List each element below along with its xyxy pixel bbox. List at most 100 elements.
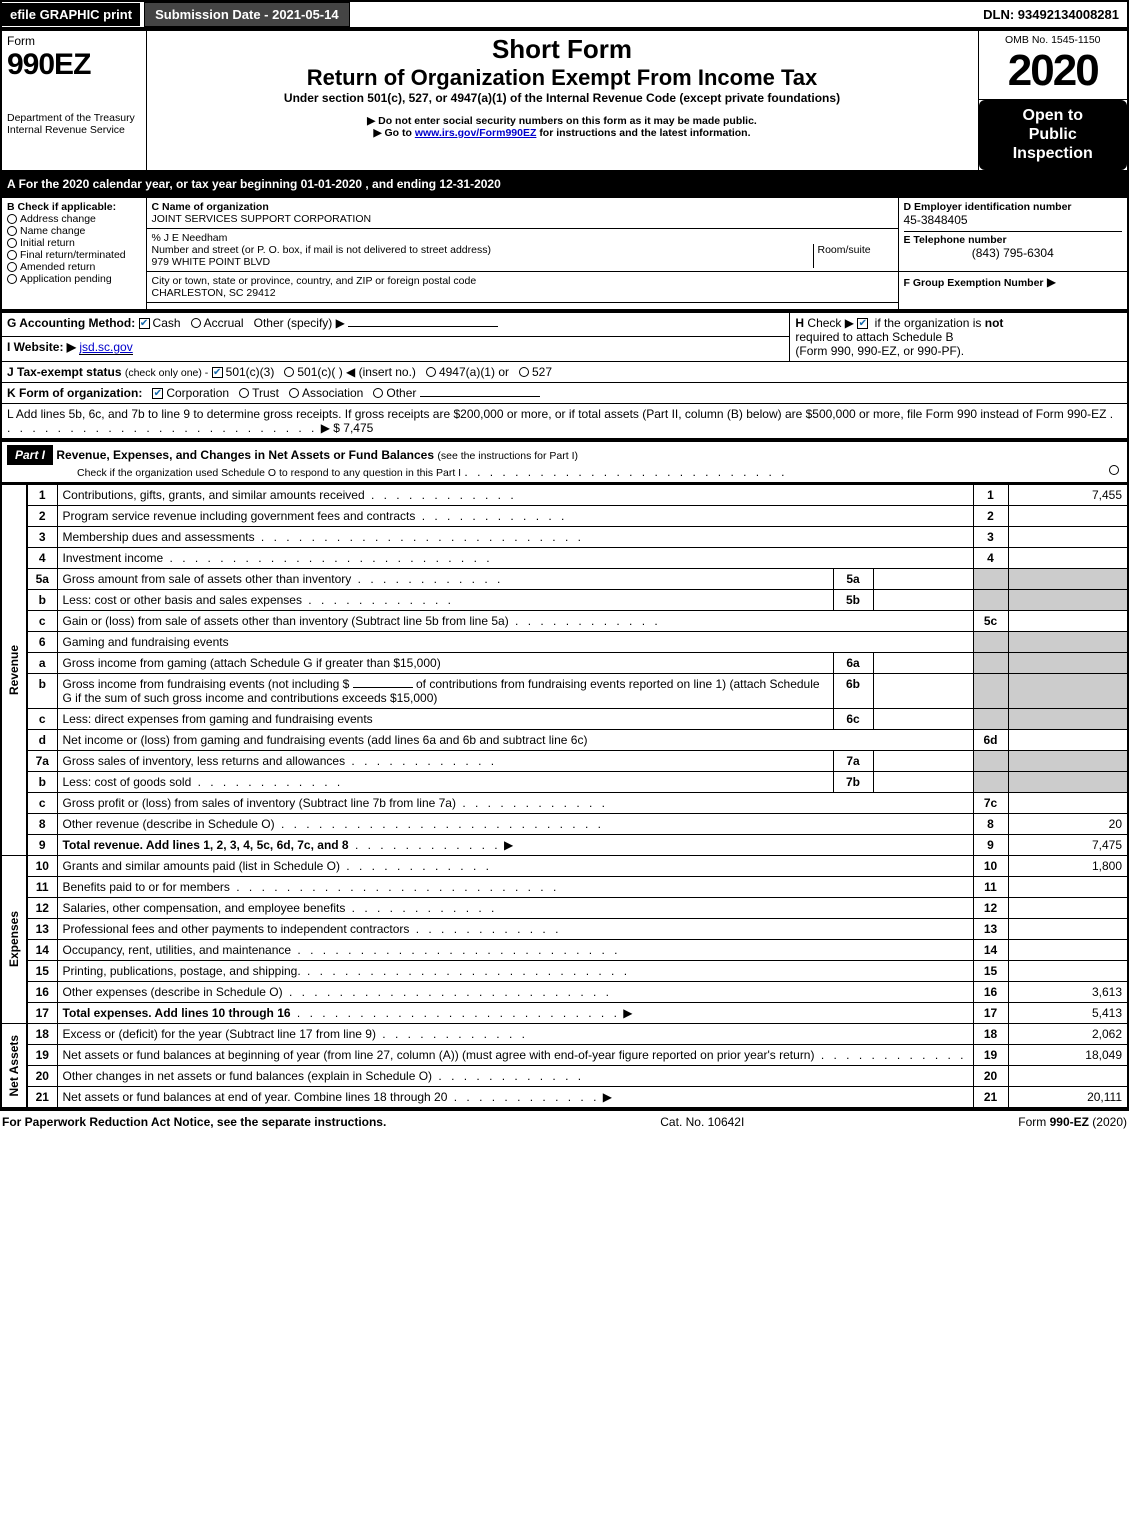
ln5c-amt: [1008, 610, 1128, 631]
chk-address-change[interactable]: [7, 214, 17, 224]
ln1-amt: 7,455: [1008, 484, 1128, 505]
efile-button[interactable]: efile GRAPHIC print: [2, 3, 140, 26]
ln6c-samt: [873, 708, 973, 729]
netassets-label: Net Assets: [1, 1023, 27, 1108]
ln7b-num: b: [27, 771, 57, 792]
ln16-amt: 3,613: [1008, 981, 1128, 1002]
ln6b-box: [973, 673, 1008, 708]
chk-501c3[interactable]: [212, 367, 223, 378]
ln13-desc: Professional fees and other payments to …: [63, 922, 410, 936]
ln8-num: 8: [27, 813, 57, 834]
ln5a-num: 5a: [27, 568, 57, 589]
ln5b-amt: [1008, 589, 1128, 610]
ln14-box: 14: [973, 939, 1008, 960]
ln20-num: 20: [27, 1065, 57, 1086]
ln7a-sb: 7a: [833, 750, 873, 771]
open2: Public: [1029, 126, 1077, 143]
ln16-box: 16: [973, 981, 1008, 1002]
lines-table: Revenue 1 Contributions, gifts, grants, …: [0, 484, 1129, 1109]
ln5a-box: [973, 568, 1008, 589]
warning-text: ▶ Do not enter social security numbers o…: [152, 115, 973, 127]
part1-badge: Part I: [7, 445, 53, 465]
irs-link[interactable]: www.irs.gov/Form990EZ: [415, 127, 537, 139]
ln6c-amt: [1008, 708, 1128, 729]
ln6d-desc: Net income or (loss) from gaming and fun…: [63, 733, 588, 747]
ein-value: 45-3848405: [904, 213, 1123, 227]
j-hint: (check only one) -: [125, 367, 208, 379]
ln5b-samt: [873, 589, 973, 610]
chk-other[interactable]: [373, 388, 383, 398]
dept-irs: Internal Revenue Service: [7, 124, 141, 136]
chk-trust[interactable]: [239, 388, 249, 398]
room-label: Room/suite: [818, 244, 893, 256]
g-cash: Cash: [153, 316, 181, 330]
chk-cash[interactable]: [139, 318, 150, 329]
chk-4947[interactable]: [426, 367, 436, 377]
ln6-box: [973, 631, 1008, 652]
chk-name-change[interactable]: [7, 226, 17, 236]
j-opt3: 4947(a)(1) or: [439, 365, 509, 379]
e-label: E Telephone number: [904, 231, 1123, 246]
section-a: A For the 2020 calendar year, or tax yea…: [0, 172, 1129, 196]
ln7c-box: 7c: [973, 792, 1008, 813]
chk-schedb[interactable]: [857, 318, 868, 329]
k-opt-0: Corporation: [166, 386, 229, 400]
i-label: I Website: ▶: [7, 340, 76, 354]
expenses-label: Expenses: [1, 855, 27, 1023]
chk-schedo[interactable]: [1109, 465, 1119, 475]
ln2-desc: Program service revenue including govern…: [63, 509, 416, 523]
ln7a-samt: [873, 750, 973, 771]
title-main: Return of Organization Exempt From Incom…: [152, 65, 973, 91]
ln7b-samt: [873, 771, 973, 792]
ln6d-box: 6d: [973, 729, 1008, 750]
ln6b-desc1: Gross income from fundraising events (no…: [63, 677, 350, 691]
f-arrow: ▶: [1047, 275, 1056, 289]
ln9-amt: 7,475: [1008, 834, 1128, 855]
ln21-amt: 20,111: [1008, 1086, 1128, 1108]
ln6-amt: [1008, 631, 1128, 652]
chk-527[interactable]: [519, 367, 529, 377]
ln19-num: 19: [27, 1044, 57, 1065]
ln6a-sb: 6a: [833, 652, 873, 673]
j-opt2: 501(c)( ) ◀ (insert no.): [297, 365, 416, 379]
f-label: F Group Exemption Number: [904, 277, 1044, 289]
b-opt-4: Amended return: [20, 261, 95, 273]
ln12-num: 12: [27, 897, 57, 918]
chk-accrual[interactable]: [191, 318, 201, 328]
ln18-desc: Excess or (deficit) for the year (Subtra…: [63, 1027, 376, 1041]
ln6b-num: b: [27, 673, 57, 708]
chk-final-return[interactable]: [7, 250, 17, 260]
a-text: For the 2020 calendar year, or tax year …: [19, 177, 501, 191]
submission-date-button[interactable]: Submission Date - 2021-05-14: [144, 2, 350, 27]
ln12-box: 12: [973, 897, 1008, 918]
part1-title: Revenue, Expenses, and Changes in Net As…: [56, 448, 434, 462]
chk-amended[interactable]: [7, 262, 17, 272]
ln20-box: 20: [973, 1065, 1008, 1086]
ln7b-amt: [1008, 771, 1128, 792]
chk-pending[interactable]: [7, 274, 17, 284]
footer-mid: Cat. No. 10642I: [660, 1115, 744, 1129]
chk-assoc[interactable]: [289, 388, 299, 398]
ln9-num: 9: [27, 834, 57, 855]
ln14-desc: Occupancy, rent, utilities, and maintena…: [63, 943, 292, 957]
ln7a-desc: Gross sales of inventory, less returns a…: [63, 754, 346, 768]
chk-corp[interactable]: [152, 388, 163, 399]
ln18-amt: 2,062: [1008, 1023, 1128, 1044]
h-text4: (Form 990, 990-EZ, or 990-PF).: [795, 344, 964, 358]
website-link[interactable]: jsd.sc.gov: [79, 340, 132, 355]
ln10-box: 10: [973, 855, 1008, 876]
j-label: J Tax-exempt status: [7, 365, 122, 379]
chk-501c[interactable]: [284, 367, 294, 377]
ln8-box: 8: [973, 813, 1008, 834]
chk-initial-return[interactable]: [7, 238, 17, 248]
ln5b-num: b: [27, 589, 57, 610]
h-text1: Check ▶: [807, 316, 854, 330]
b-opt-3: Final return/terminated: [20, 249, 126, 261]
goto-pre: ▶ Go to: [374, 127, 415, 139]
org-name: JOINT SERVICES SUPPORT CORPORATION: [152, 213, 893, 225]
b-opt-0: Address change: [20, 213, 96, 225]
d-label: D Employer identification number: [904, 201, 1123, 213]
ln1-desc: Contributions, gifts, grants, and simila…: [63, 488, 365, 502]
ln1-num: 1: [27, 484, 57, 505]
ln11-box: 11: [973, 876, 1008, 897]
